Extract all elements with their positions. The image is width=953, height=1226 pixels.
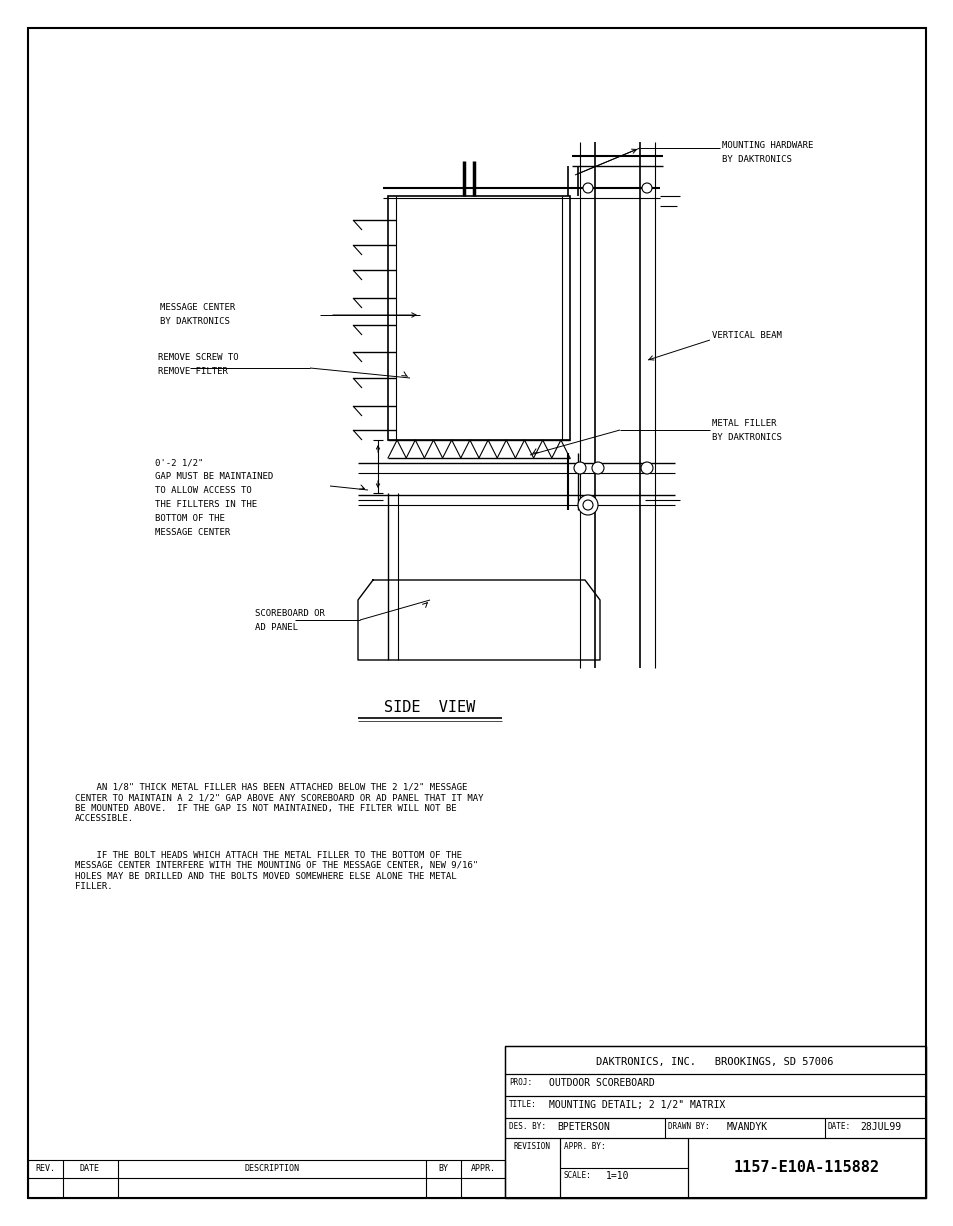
Text: SCOREBOARD OR: SCOREBOARD OR: [254, 609, 325, 618]
Text: BOTTOM OF THE: BOTTOM OF THE: [154, 514, 225, 524]
Text: DES. BY:: DES. BY:: [509, 1122, 545, 1132]
Circle shape: [592, 462, 603, 474]
Text: GAP MUST BE MAINTAINED: GAP MUST BE MAINTAINED: [154, 472, 273, 481]
Text: TITLE:: TITLE:: [509, 1100, 537, 1110]
Bar: [559, 1138, 687, 1198]
Circle shape: [582, 500, 593, 510]
Text: REVISION: REVISION: [513, 1141, 550, 1151]
Circle shape: [574, 462, 585, 474]
Text: REMOVE FILTER: REMOVE FILTER: [158, 368, 228, 376]
Text: AN 1/8" THICK METAL FILLER HAS BEEN ATTACHED BELOW THE 2 1/2" MESSAGE
CENTER TO : AN 1/8" THICK METAL FILLER HAS BEEN ATTA…: [75, 783, 483, 823]
Text: METAL FILLER: METAL FILLER: [711, 419, 776, 429]
Text: DRAWN BY:: DRAWN BY:: [667, 1122, 709, 1132]
Bar: [388, 196, 569, 440]
Bar: [504, 1074, 925, 1096]
Text: PROJ:: PROJ:: [509, 1078, 532, 1087]
Text: 28JUL99: 28JUL99: [859, 1122, 901, 1132]
Text: BY DAKTRONICS: BY DAKTRONICS: [160, 316, 230, 325]
Text: 0'-2 1/2": 0'-2 1/2": [154, 459, 203, 467]
Text: MESSAGE CENTER: MESSAGE CENTER: [160, 303, 235, 311]
Text: VERTICAL BEAM: VERTICAL BEAM: [711, 331, 781, 341]
Text: 1=10: 1=10: [605, 1171, 629, 1181]
Text: DAKTRONICS, INC.   BROOKINGS, SD 57006: DAKTRONICS, INC. BROOKINGS, SD 57006: [596, 1057, 833, 1067]
Text: BY DAKTRONICS: BY DAKTRONICS: [711, 434, 781, 443]
Text: APPR. BY:: APPR. BY:: [563, 1141, 605, 1151]
Bar: [504, 1096, 925, 1118]
Text: AD PANEL: AD PANEL: [254, 624, 297, 633]
Bar: [504, 1046, 925, 1198]
Text: REV.: REV.: [35, 1163, 55, 1173]
Text: SCALE:: SCALE:: [563, 1171, 591, 1179]
Bar: [28, 1160, 504, 1198]
Text: APPR.: APPR.: [470, 1163, 495, 1173]
Text: MOUNTING DETAIL; 2 1/2" MATRIX: MOUNTING DETAIL; 2 1/2" MATRIX: [548, 1100, 724, 1110]
Circle shape: [582, 183, 593, 192]
Text: REMOVE SCREW TO: REMOVE SCREW TO: [158, 353, 238, 363]
Text: DESCRIPTION: DESCRIPTION: [244, 1163, 299, 1173]
Bar: [687, 1138, 925, 1198]
Text: TO ALLOW ACCESS TO: TO ALLOW ACCESS TO: [154, 485, 252, 495]
Text: MOUNTING HARDWARE: MOUNTING HARDWARE: [721, 141, 813, 151]
Text: SIDE  VIEW: SIDE VIEW: [384, 700, 476, 715]
Text: BPETERSON: BPETERSON: [557, 1122, 609, 1132]
Circle shape: [578, 495, 598, 515]
Text: MESSAGE CENTER: MESSAGE CENTER: [154, 528, 230, 537]
Text: BY DAKTRONICS: BY DAKTRONICS: [721, 156, 791, 164]
Text: DATE: DATE: [80, 1163, 100, 1173]
Text: 1157-E10A-115882: 1157-E10A-115882: [733, 1161, 879, 1176]
Bar: [504, 1138, 559, 1198]
Text: OUTDOOR SCOREBOARD: OUTDOOR SCOREBOARD: [548, 1078, 654, 1087]
Text: DATE:: DATE:: [827, 1122, 850, 1132]
Text: IF THE BOLT HEADS WHICH ATTACH THE METAL FILLER TO THE BOTTOM OF THE
MESSAGE CEN: IF THE BOLT HEADS WHICH ATTACH THE METAL…: [75, 851, 477, 891]
Text: THE FILLTERS IN THE: THE FILLTERS IN THE: [154, 500, 257, 509]
Text: MVANDYK: MVANDYK: [726, 1122, 767, 1132]
Circle shape: [640, 462, 652, 474]
Circle shape: [641, 183, 651, 192]
Text: BY: BY: [437, 1163, 448, 1173]
Bar: [504, 1118, 925, 1138]
Bar: [504, 1046, 925, 1074]
